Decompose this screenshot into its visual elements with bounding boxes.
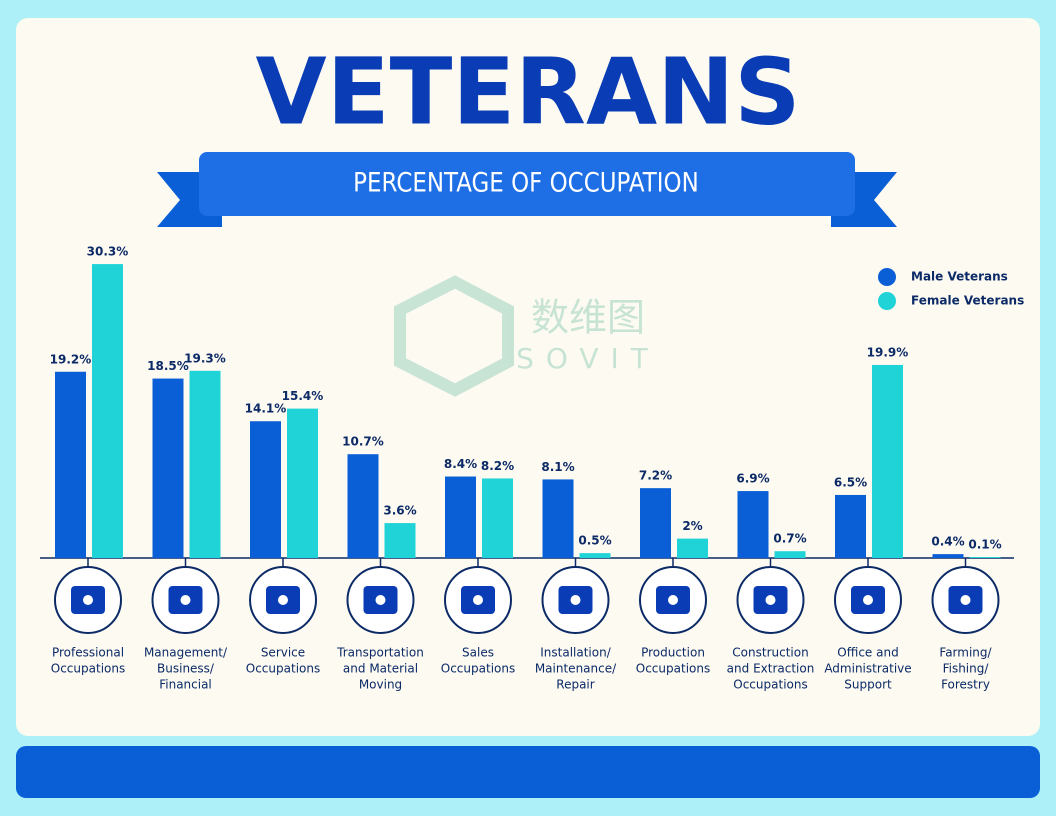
bar <box>287 408 318 558</box>
category-label: Occupations <box>733 678 807 692</box>
bar <box>55 371 86 558</box>
value-label: 18.5% <box>147 359 189 373</box>
category-label: Sales <box>462 646 494 660</box>
bar <box>969 557 1001 558</box>
legend-swatch <box>878 268 896 286</box>
legend-swatch <box>878 292 896 310</box>
category-label: Fishing/ <box>943 662 990 676</box>
icon-glyph-dot <box>473 595 483 605</box>
category-label: Professional <box>52 646 124 660</box>
category-label: Production <box>641 646 705 660</box>
icon-glyph-dot <box>278 595 288 605</box>
category-label: Occupations <box>636 662 710 676</box>
value-label: 15.4% <box>282 389 324 403</box>
category-label: Business/ <box>157 662 215 676</box>
value-label: 30.3% <box>87 245 129 259</box>
icon-glyph-dot <box>960 595 971 605</box>
value-label: 0.1% <box>968 538 1001 552</box>
value-label: 19.2% <box>50 352 92 366</box>
category-label: Farming/ <box>939 646 992 660</box>
value-label: 6.5% <box>834 475 867 489</box>
value-label: 19.9% <box>867 345 909 359</box>
legend-label: Male Veterans <box>911 270 1008 284</box>
icon-glyph-dot <box>570 595 581 605</box>
value-label: 14.1% <box>245 402 287 416</box>
legend-label: Female Veterans <box>911 294 1024 308</box>
icon-glyph-dot <box>765 595 776 605</box>
value-label: 8.4% <box>444 457 477 471</box>
bar <box>542 479 574 558</box>
chart-title: VETERANS <box>256 38 801 145</box>
value-label: 0.7% <box>773 532 806 546</box>
category-label: Maintenance/ <box>535 662 617 676</box>
watermark: 数维图 SOVIT <box>394 275 660 397</box>
bar <box>932 554 964 558</box>
value-label: 19.3% <box>184 351 226 365</box>
category-label: Forestry <box>941 678 990 692</box>
icon-glyph-dot <box>180 595 191 605</box>
watermark-text: 数维图 <box>531 296 645 340</box>
bar <box>347 454 379 558</box>
bar <box>445 476 476 558</box>
value-label: 2% <box>682 519 702 533</box>
bar <box>640 488 671 558</box>
footer-bar <box>16 746 1040 798</box>
category-label: Moving <box>359 678 402 692</box>
value-label: 0.4% <box>931 535 964 549</box>
bar <box>677 538 708 558</box>
category-label: Occupations <box>246 662 320 676</box>
bar <box>579 553 611 558</box>
category-label: Construction <box>732 646 808 660</box>
bar <box>250 421 281 558</box>
value-label: 10.7% <box>342 435 384 449</box>
category-label: Management/ <box>144 646 228 660</box>
value-label: 8.1% <box>541 460 574 474</box>
value-label: 3.6% <box>383 504 416 518</box>
icon-glyph-dot <box>83 595 93 605</box>
value-label: 0.5% <box>578 534 611 548</box>
category-label: and Extraction <box>727 662 815 676</box>
category-label: and Material <box>343 662 418 676</box>
watermark-logo <box>394 275 514 397</box>
category-label: Repair <box>556 678 594 692</box>
category-label: Transportation <box>336 646 424 660</box>
value-label: 7.2% <box>639 469 672 483</box>
category-label: Financial <box>159 678 212 692</box>
category-label: Service <box>261 646 305 660</box>
category-label: Installation/ <box>540 646 611 660</box>
chart-subtitle: PERCENTAGE OF OCCUPATION <box>353 167 699 198</box>
category-label: Office and <box>837 646 898 660</box>
bar <box>482 478 513 558</box>
category-label: Occupations <box>51 662 125 676</box>
icon-glyph-dot <box>863 595 873 605</box>
icon-glyph-dot <box>668 595 678 605</box>
bar <box>189 370 221 558</box>
bar <box>774 551 806 558</box>
value-label: 6.9% <box>736 472 769 486</box>
category-label: Occupations <box>441 662 515 676</box>
bar <box>152 378 184 558</box>
value-label: 8.2% <box>481 459 514 473</box>
icon-glyph-dot <box>375 595 386 605</box>
bar <box>384 523 416 558</box>
bar <box>835 494 866 558</box>
bar <box>92 264 123 558</box>
bar <box>872 364 903 558</box>
watermark-text: SOVIT <box>516 342 660 375</box>
category-label: Administrative <box>824 662 911 676</box>
ribbon <box>199 152 855 216</box>
bar <box>737 491 769 558</box>
category-label: Support <box>844 678 892 692</box>
